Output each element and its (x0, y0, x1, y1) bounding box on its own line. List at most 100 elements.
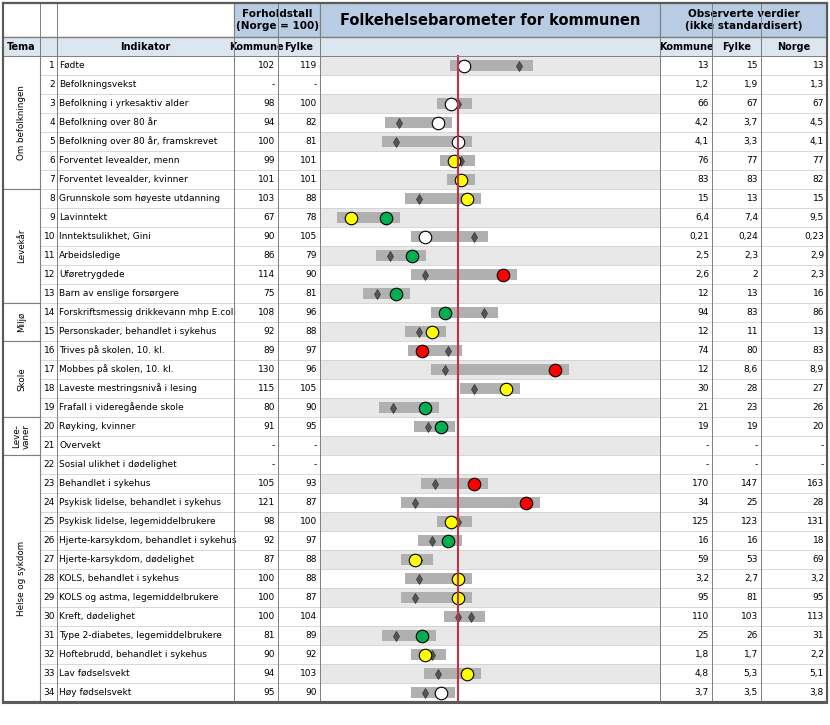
Text: Hoftebrudd, behandlet i sykehus: Hoftebrudd, behandlet i sykehus (59, 650, 207, 659)
FancyBboxPatch shape (660, 56, 827, 75)
Text: 15: 15 (746, 61, 758, 70)
Text: 9,5: 9,5 (810, 213, 824, 222)
Text: 81: 81 (305, 289, 317, 298)
FancyBboxPatch shape (234, 208, 320, 227)
FancyBboxPatch shape (320, 303, 660, 322)
FancyBboxPatch shape (363, 288, 410, 299)
Text: 15: 15 (43, 327, 55, 336)
Text: 13: 13 (746, 194, 758, 203)
FancyBboxPatch shape (3, 474, 234, 493)
Text: Type 2-diabetes, legemiddelbrukere: Type 2-diabetes, legemiddelbrukere (59, 631, 222, 640)
Text: 92: 92 (305, 650, 317, 659)
Text: 12: 12 (698, 289, 709, 298)
Text: 87: 87 (305, 498, 317, 507)
Text: 89: 89 (305, 631, 317, 640)
Text: 90: 90 (305, 270, 317, 279)
Text: -: - (706, 460, 709, 469)
FancyBboxPatch shape (408, 345, 461, 356)
Text: 170: 170 (691, 479, 709, 488)
FancyBboxPatch shape (234, 341, 320, 360)
FancyBboxPatch shape (234, 227, 320, 246)
FancyBboxPatch shape (660, 664, 827, 683)
Text: -: - (754, 441, 758, 450)
Text: 11: 11 (746, 327, 758, 336)
Text: Befolkning i yrkesaktiv alder: Befolkning i yrkesaktiv alder (59, 99, 188, 108)
FancyBboxPatch shape (234, 37, 278, 56)
Text: 119: 119 (300, 61, 317, 70)
Text: 12: 12 (44, 270, 55, 279)
FancyBboxPatch shape (234, 94, 320, 113)
FancyBboxPatch shape (320, 474, 660, 493)
Text: 3,3: 3,3 (744, 137, 758, 146)
Text: 6: 6 (49, 156, 55, 165)
Text: 17: 17 (43, 365, 55, 374)
FancyBboxPatch shape (3, 132, 234, 151)
Text: 77: 77 (746, 156, 758, 165)
FancyBboxPatch shape (411, 231, 488, 242)
FancyBboxPatch shape (405, 326, 446, 337)
Text: 4,5: 4,5 (810, 118, 824, 127)
FancyBboxPatch shape (3, 569, 234, 588)
Text: 28: 28 (44, 574, 55, 583)
FancyBboxPatch shape (660, 379, 827, 398)
Text: 100: 100 (258, 593, 275, 602)
FancyBboxPatch shape (431, 307, 497, 318)
FancyBboxPatch shape (660, 132, 827, 151)
FancyBboxPatch shape (660, 493, 827, 512)
Text: 0,24: 0,24 (738, 232, 758, 241)
Text: 2: 2 (752, 270, 758, 279)
Text: Mobbes på skolen, 10. kl.: Mobbes på skolen, 10. kl. (59, 365, 173, 374)
Text: Høy fødselsvekt: Høy fødselsvekt (59, 688, 131, 697)
FancyBboxPatch shape (234, 398, 320, 417)
FancyBboxPatch shape (234, 189, 320, 208)
FancyBboxPatch shape (3, 3, 234, 37)
FancyBboxPatch shape (234, 151, 320, 170)
Text: 88: 88 (305, 555, 317, 564)
Text: 13: 13 (43, 289, 55, 298)
FancyBboxPatch shape (405, 193, 481, 204)
Text: 82: 82 (305, 118, 317, 127)
Text: Lav fødselsvekt: Lav fødselsvekt (59, 669, 129, 678)
FancyBboxPatch shape (375, 250, 427, 261)
FancyBboxPatch shape (431, 364, 569, 376)
Text: 1,7: 1,7 (744, 650, 758, 659)
Text: 3: 3 (49, 99, 55, 108)
Text: 30: 30 (43, 612, 55, 621)
Text: Laveste mestringsnivå i lesing: Laveste mestringsnivå i lesing (59, 384, 197, 394)
FancyBboxPatch shape (660, 569, 827, 588)
FancyBboxPatch shape (402, 554, 432, 566)
Text: 5: 5 (49, 137, 55, 146)
Text: Barn av enslige forsørgere: Barn av enslige forsørgere (59, 289, 179, 298)
Text: KOLS og astma, legemiddelbrukere: KOLS og astma, legemiddelbrukere (59, 593, 218, 602)
Text: 32: 32 (44, 650, 55, 659)
Text: 27: 27 (44, 555, 55, 564)
FancyBboxPatch shape (3, 550, 234, 569)
FancyBboxPatch shape (320, 360, 660, 379)
FancyBboxPatch shape (3, 189, 40, 303)
Text: 83: 83 (746, 308, 758, 317)
FancyBboxPatch shape (320, 436, 660, 455)
Text: 101: 101 (300, 175, 317, 184)
FancyBboxPatch shape (660, 94, 827, 113)
FancyBboxPatch shape (234, 569, 320, 588)
Text: KOLS, behandlet i sykehus: KOLS, behandlet i sykehus (59, 574, 178, 583)
FancyBboxPatch shape (234, 284, 320, 303)
Text: 31: 31 (813, 631, 824, 640)
FancyBboxPatch shape (417, 535, 461, 546)
Text: 23: 23 (44, 479, 55, 488)
Text: 24: 24 (44, 498, 55, 507)
Text: 74: 74 (698, 346, 709, 355)
FancyBboxPatch shape (234, 512, 320, 531)
Text: 81: 81 (305, 137, 317, 146)
FancyBboxPatch shape (3, 664, 234, 683)
FancyBboxPatch shape (234, 379, 320, 398)
Text: 26: 26 (44, 536, 55, 545)
Text: Røyking, kvinner: Røyking, kvinner (59, 422, 135, 431)
Text: 53: 53 (746, 555, 758, 564)
Text: 147: 147 (741, 479, 758, 488)
FancyBboxPatch shape (660, 189, 827, 208)
Text: 8,6: 8,6 (744, 365, 758, 374)
Text: 13: 13 (746, 289, 758, 298)
Text: 15: 15 (813, 194, 824, 203)
Text: 16: 16 (813, 289, 824, 298)
